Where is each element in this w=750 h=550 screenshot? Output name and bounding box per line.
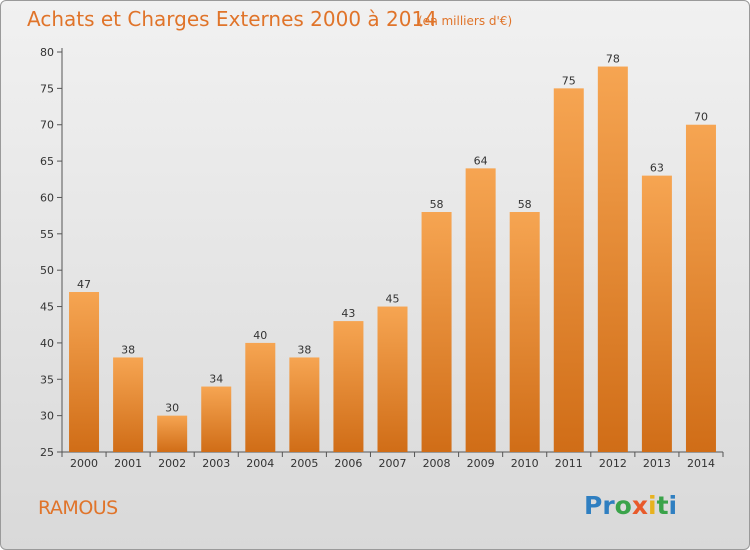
y-tick-label: 80 [40,46,54,59]
value-label: 43 [341,307,355,320]
bar-2004 [245,342,276,452]
y-tick-label: 75 [40,82,54,95]
y-tick-label: 70 [40,119,54,132]
x-tick-label: 2007 [379,457,407,470]
chart-unit: (en milliers d'€) [418,14,513,28]
value-label: 40 [253,329,267,342]
y-tick-label: 45 [40,301,54,314]
x-tick-label: 2005 [290,457,318,470]
bar-2003 [201,386,232,452]
value-label: 47 [77,278,91,291]
x-tick-label: 2004 [246,457,274,470]
x-tick-label: 2014 [687,457,715,470]
value-label: 75 [562,74,576,87]
bar-2009 [465,168,496,452]
value-label: 64 [474,154,488,167]
logo-letter: i [668,491,678,520]
logo-letter: r [602,491,615,520]
bar-2011 [553,88,584,452]
value-label: 45 [386,293,400,306]
x-tick-label: 2011 [555,457,583,470]
bar-2005 [289,357,320,452]
logo-letter: o [614,491,632,520]
logo-letter: x [631,491,648,520]
y-tick-label: 55 [40,228,54,241]
logo-letter: i [648,491,657,520]
value-label: 58 [430,198,444,211]
value-label: 30 [165,402,179,415]
logo-letter: t [656,491,669,520]
y-tick-label: 50 [40,264,54,277]
bar-2013 [641,175,672,453]
x-tick-label: 2002 [158,457,186,470]
value-label: 70 [694,111,708,124]
bar-2010 [509,212,540,452]
bar-2014 [685,124,716,453]
chart-labels: 2000 47 2001 38 2002 30 2003 34 2004 40 2005 38 2006… [70,53,715,470]
y-tick-label: 30 [40,410,54,423]
proxiti-logo[interactable]: Proxiti [584,491,677,520]
bar-2001 [113,357,144,452]
x-tick-label: 2008 [423,457,451,470]
bar-2012 [597,66,628,452]
logo-letter: P [584,491,603,520]
bar-2000 [69,292,100,452]
x-tick-label: 2013 [643,457,671,470]
value-label: 38 [121,343,135,356]
x-tick-label: 2009 [467,457,495,470]
commune-name: RAMOUS [38,497,118,519]
y-tick-label: 40 [40,337,54,350]
value-label: 78 [606,53,620,66]
bar-2002 [157,415,188,452]
bar-2008 [421,212,452,452]
x-tick-label: 2003 [202,457,230,470]
y-tick-label: 65 [40,155,54,168]
value-label: 38 [297,343,311,356]
x-tick-label: 2012 [599,457,627,470]
x-tick-label: 2006 [334,457,362,470]
chart-title: Achats et Charges Externes 2000 à 2014 [27,7,437,31]
value-label: 34 [209,373,223,386]
y-tick-label: 35 [40,373,54,386]
chart-bars [69,66,716,453]
value-label: 58 [518,198,532,211]
x-tick-label: 2000 [70,457,98,470]
x-tick-label: 2001 [114,457,142,470]
bar-2006 [333,321,364,452]
y-tick-label: 25 [40,446,54,459]
bar-2007 [377,306,408,452]
x-tick-label: 2010 [511,457,539,470]
y-tick-label: 60 [40,191,54,204]
value-label: 63 [650,162,664,175]
chart-axes: 25 30 35 40 45 50 55 60 65 70 75 80 [40,46,724,459]
